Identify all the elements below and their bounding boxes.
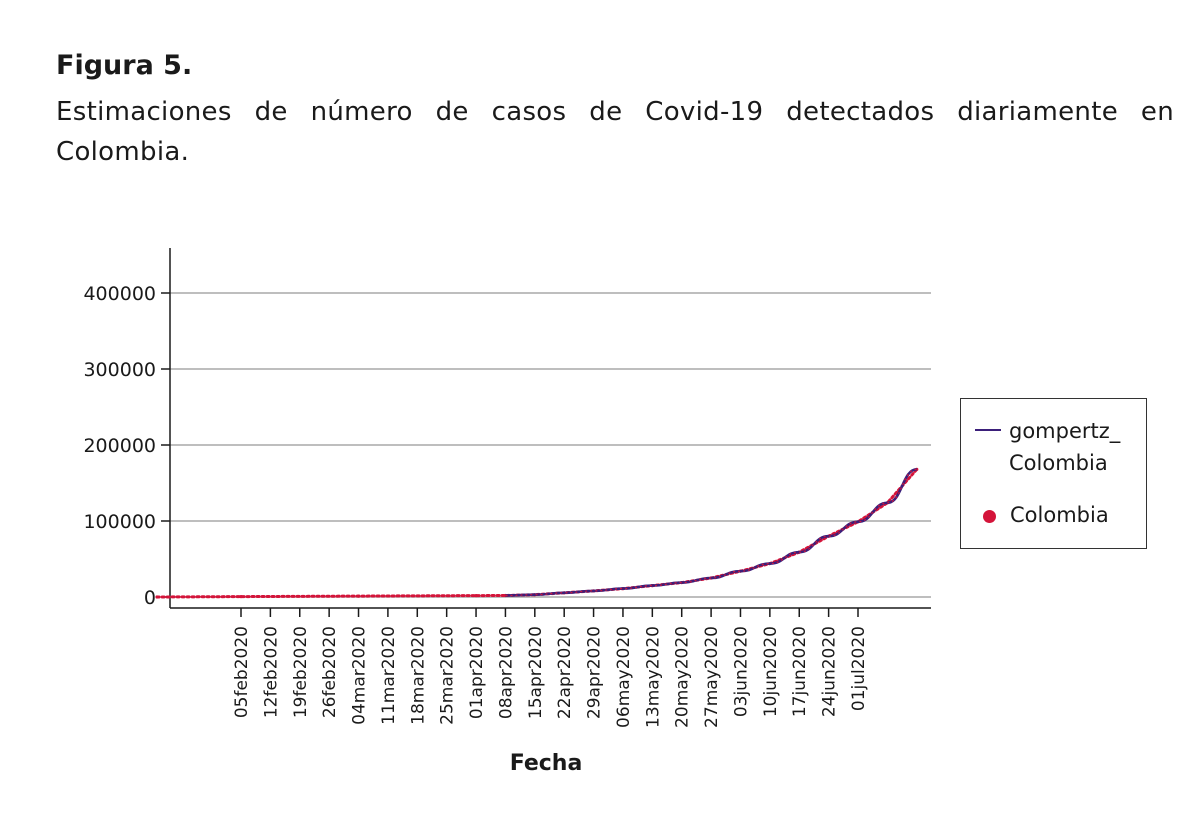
x-tick-label: 01apr2020: [467, 626, 487, 719]
y-tick-labels: 0 100000 200000 300000 400000: [83, 283, 156, 609]
x-tick-label: 19feb2020: [291, 626, 311, 718]
y-tick-label: 300000: [83, 359, 156, 381]
x-tick-label: 18mar2020: [408, 626, 428, 725]
x-tick-label: 27may2020: [702, 626, 722, 728]
x-tick-label: 22apr2020: [555, 626, 575, 719]
x-tick-label: 08apr2020: [496, 626, 516, 719]
legend-label-gompertz: gompertz_ Colombia: [1009, 419, 1121, 475]
x-tick-label: 26feb2020: [320, 626, 340, 718]
series: [155, 467, 919, 599]
y-tick-label: 400000: [83, 283, 156, 305]
y-tick-label: 0: [144, 587, 156, 609]
x-tick-label: 04mar2020: [350, 626, 370, 725]
legend-line-swatch: [975, 429, 1001, 431]
axes: [161, 248, 931, 617]
legend-dot-swatch: [983, 510, 996, 523]
legend-item-gompertz: gompertz_ Colombia: [975, 415, 1144, 479]
figure-label: Figura 5.: [56, 50, 193, 81]
colombia-point: [356, 594, 361, 598]
x-tick-labels: 05feb2020 12feb2020 19feb2020 26feb2020 04ma…: [232, 626, 869, 728]
x-tick-label: 12feb2020: [261, 626, 281, 718]
x-tick-label: 25mar2020: [438, 626, 458, 725]
x-axis-label: Fecha: [510, 751, 583, 776]
x-tick-label: 24jun2020: [820, 626, 840, 717]
x-tick-label: 05feb2020: [232, 626, 252, 718]
x-tick-label: 17jun2020: [790, 626, 810, 717]
colombia-point: [474, 594, 478, 598]
x-tick-label: 10jun2020: [761, 626, 781, 717]
colombia-observed-points: [155, 467, 919, 599]
x-tick-label: 03jun2020: [731, 626, 751, 717]
x-tick-label: 13may2020: [643, 626, 663, 728]
x-tick-label: 01jul2020: [849, 626, 869, 711]
legend: gompertz_ Colombia Colombia: [960, 398, 1147, 549]
x-tick-label: 15apr2020: [526, 626, 546, 719]
figure-caption: Estimaciones de número de casos de Covid…: [56, 97, 1174, 167]
colombia-point: [155, 595, 159, 599]
colombia-overlay-dots: [505, 468, 917, 597]
x-tick-label: 20may2020: [673, 626, 693, 728]
colombia-point: [239, 595, 243, 599]
y-tick-label: 100000: [83, 511, 156, 533]
x-tick-label: 29apr2020: [585, 626, 605, 719]
legend-label-colombia: Colombia: [1010, 503, 1109, 527]
x-tick-label: 11mar2020: [379, 626, 399, 725]
y-tick-label: 200000: [83, 435, 156, 457]
grid-lines: [170, 292, 931, 598]
legend-item-colombia: Colombia: [975, 499, 1145, 531]
x-tick-label: 06may2020: [614, 626, 634, 728]
